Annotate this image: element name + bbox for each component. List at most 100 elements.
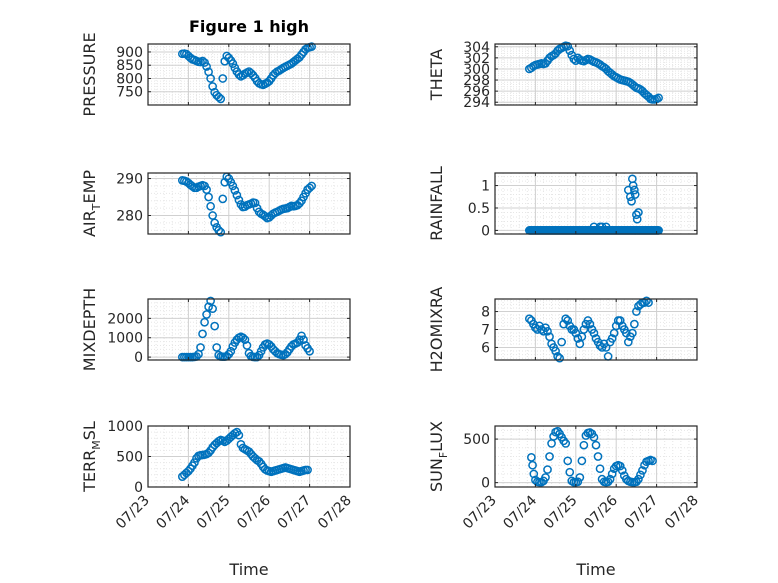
data-point <box>573 334 583 343</box>
y-tick-label: 900 <box>116 45 143 61</box>
data-point <box>252 352 262 362</box>
y-axis-label: PRESSURE <box>80 32 99 116</box>
y-tick-label: 2000 <box>107 311 143 327</box>
y-tick-label: 1 <box>481 179 490 195</box>
x-tick-label: 07/27 <box>622 493 662 533</box>
data-point <box>250 198 260 208</box>
data-point <box>623 337 633 347</box>
x-tick-label: 07/23 <box>460 493 500 533</box>
data-point <box>299 335 308 345</box>
subplot-sun-flux: 0 500 07/23 07/24 07/25 07/26 07/27 07/28 Time SU… <box>427 421 702 579</box>
y-axis-label: AIRTEMP <box>80 170 103 237</box>
data-point <box>563 316 573 325</box>
data-point <box>607 334 617 343</box>
data-point <box>569 54 579 64</box>
data-point <box>307 181 316 191</box>
data-point <box>204 448 213 458</box>
data-series <box>177 427 312 481</box>
y-tick-label: 0 <box>481 223 490 239</box>
y-tick-label: 7 <box>481 323 490 339</box>
x-tick-label: 07/25 <box>194 493 234 533</box>
data-point <box>607 469 617 479</box>
data-series <box>177 296 314 362</box>
data-point <box>206 201 215 211</box>
data-point <box>617 466 627 475</box>
y-tick-label: 0.5 <box>468 201 490 217</box>
grid <box>494 44 698 105</box>
data-point <box>214 92 224 102</box>
data-point <box>234 195 244 205</box>
data-point <box>557 337 567 347</box>
data-point <box>204 302 213 312</box>
data-point <box>527 453 536 462</box>
x-tick-label: 07/25 <box>541 493 581 533</box>
data-series <box>524 41 663 104</box>
data-point <box>634 474 643 484</box>
y-tick-label: 800 <box>116 71 143 87</box>
data-point <box>254 457 264 466</box>
data-point <box>597 222 607 232</box>
subplot-air-temp: 280 290 AIRTEMP <box>80 170 351 237</box>
data-point <box>543 326 552 336</box>
data-point <box>638 466 647 475</box>
data-point <box>210 218 220 228</box>
axes-box <box>147 298 351 361</box>
data-point <box>208 304 217 314</box>
x-axis-label: Time <box>575 560 615 579</box>
data-point <box>579 325 589 334</box>
data-point <box>198 329 207 339</box>
y-axis-label: RAINFALL <box>427 166 446 241</box>
y-tick-label: 1000 <box>107 419 143 435</box>
y-tick-label: 296 <box>463 84 490 100</box>
subplot-mixdepth: 0 1000 2000 MIXDEPTH <box>80 288 351 371</box>
y-tick-label: 750 <box>116 85 143 101</box>
y-tick-label: 280 <box>116 209 143 225</box>
data-point <box>627 196 636 206</box>
data-point <box>234 70 244 79</box>
y-axis-label: TERRMSL <box>80 421 103 493</box>
data-point <box>202 310 211 319</box>
data-point <box>184 466 193 476</box>
data-point <box>545 452 554 461</box>
data-point <box>218 74 228 83</box>
data-point <box>303 465 312 475</box>
data-point <box>625 192 635 202</box>
data-point <box>200 317 209 327</box>
data-point <box>561 314 571 324</box>
data-point <box>615 461 625 471</box>
data-series <box>527 426 657 487</box>
x-tick-label: 07/24 <box>153 492 193 532</box>
data-point <box>628 328 637 338</box>
data-point <box>305 346 314 356</box>
data-point <box>561 439 571 448</box>
axes-box <box>494 425 698 488</box>
data-point <box>242 341 252 350</box>
axes-box <box>494 43 698 106</box>
data-point <box>528 460 537 470</box>
data-point <box>305 183 314 193</box>
axes-box <box>147 172 351 235</box>
subplot-rainfall: 0 0.5 1 RAINFALL <box>427 166 698 241</box>
data-point <box>232 190 242 200</box>
data-point <box>636 300 645 309</box>
data-point <box>591 440 601 450</box>
data-point <box>216 94 226 104</box>
y-tick-label: 8 <box>481 305 490 321</box>
plot-area <box>495 44 697 105</box>
data-point <box>573 477 583 487</box>
data-point <box>611 321 621 331</box>
y-tick-label: 850 <box>116 58 143 74</box>
data-point <box>524 314 534 324</box>
y-axis-label: SUNFLUX <box>427 421 450 492</box>
y-tick-label: 6 <box>481 340 490 356</box>
data-point <box>563 456 573 466</box>
data-point <box>216 227 226 237</box>
data-point <box>575 473 585 482</box>
data-point <box>628 181 638 190</box>
data-point <box>555 353 564 363</box>
data-point <box>196 343 205 352</box>
data-point <box>230 186 240 195</box>
data-point <box>206 74 215 83</box>
y-tick-label: 500 <box>116 450 143 466</box>
